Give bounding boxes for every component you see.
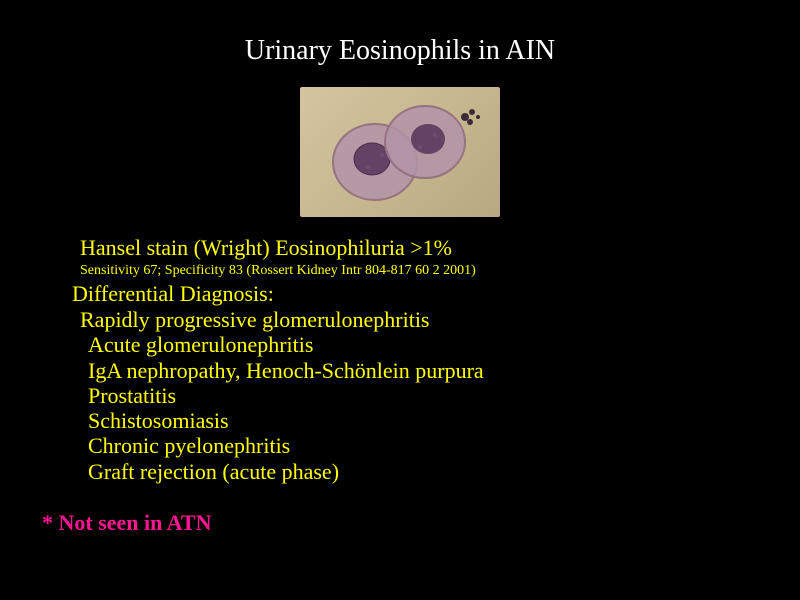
slide-title: Urinary Eosinophils in AIN xyxy=(0,0,800,67)
diagnosis-item: Schistosomiasis xyxy=(80,408,760,433)
eosinophil-microscopy-image xyxy=(300,87,500,217)
diagnosis-heading: Differential Diagnosis: xyxy=(72,281,760,307)
sensitivity-citation: Sensitivity 67; Specificity 83 (Rossert … xyxy=(80,263,760,279)
diagnosis-item: Chronic pyelonephritis xyxy=(80,433,760,458)
content-area: Hansel stain (Wright) Eosinophiluria >1%… xyxy=(0,235,800,536)
diagnosis-item: IgA nephropathy, Henoch-Schönlein purpur… xyxy=(80,358,760,383)
stain-description: Hansel stain (Wright) Eosinophiluria >1% xyxy=(80,235,760,261)
diagnosis-list: Rapidly progressive glomerulonephritis A… xyxy=(80,307,760,484)
footnote-text: * Not seen in ATN xyxy=(42,510,760,536)
diagnosis-item: Rapidly progressive glomerulonephritis xyxy=(80,307,760,332)
diagnosis-item: Graft rejection (acute phase) xyxy=(80,459,760,484)
diagnosis-item: Acute glomerulonephritis xyxy=(80,332,760,357)
diagnosis-item: Prostatitis xyxy=(80,383,760,408)
